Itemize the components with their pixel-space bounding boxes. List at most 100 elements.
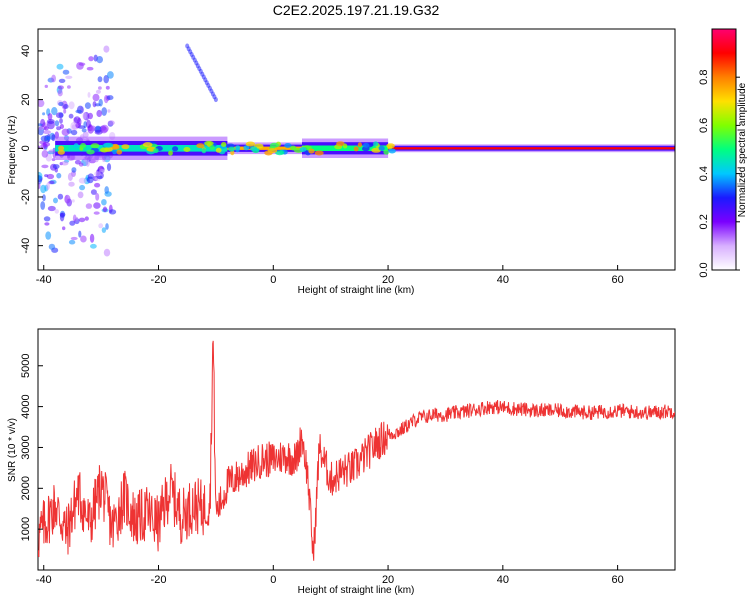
heatmap-cell bbox=[38, 123, 43, 127]
y-tick-label: -40 bbox=[20, 238, 32, 254]
heatmap-cell bbox=[68, 181, 75, 187]
heatmap-cell bbox=[54, 209, 59, 214]
heatmap-cell bbox=[40, 135, 48, 142]
heatmap-frame bbox=[37, 28, 676, 271]
heatmap-cell bbox=[58, 78, 66, 83]
heatmap-cell bbox=[84, 216, 89, 221]
colorbar-tick-label: 0.6 bbox=[698, 118, 710, 133]
heatmap-cell bbox=[40, 201, 46, 210]
heatmap-cell bbox=[67, 172, 73, 181]
heatmap-cell bbox=[59, 212, 66, 217]
heatmap-cell bbox=[275, 150, 285, 156]
heatmap-cell bbox=[78, 230, 82, 238]
heatmap-cell bbox=[41, 150, 49, 158]
heatmap-cell bbox=[108, 209, 117, 215]
heatmap-cell bbox=[245, 141, 256, 147]
heatmap-cell bbox=[45, 231, 52, 240]
heatmap-cell bbox=[299, 147, 307, 152]
heatmap-cell bbox=[76, 62, 84, 70]
heatmap-cell bbox=[85, 158, 90, 167]
heatmap-cell bbox=[378, 145, 385, 151]
heatmap-x-ticks: -40 -20 0 20 40 60 bbox=[36, 265, 624, 286]
heatmap-cell bbox=[72, 214, 77, 223]
heatmap-cell bbox=[56, 126, 62, 131]
heatmap-cell bbox=[97, 76, 103, 83]
heatmap-cell bbox=[373, 141, 379, 147]
heatmap-cell bbox=[213, 97, 218, 103]
snr-x-label: Height of straight line (km) bbox=[298, 585, 415, 596]
heatmap-cell bbox=[63, 108, 67, 114]
heatmap-cell bbox=[43, 126, 49, 131]
heatmap-cell bbox=[58, 101, 64, 107]
heatmap-x-label: Height of straight line (km) bbox=[298, 285, 415, 296]
y-tick-label: 0 bbox=[20, 145, 32, 151]
heatmap-cell bbox=[336, 141, 345, 147]
heatmap-cell bbox=[42, 194, 46, 202]
heatmap-cell bbox=[53, 197, 58, 204]
heatmap-cell bbox=[353, 146, 359, 152]
heatmap-cell bbox=[38, 182, 41, 190]
heatmap-cell bbox=[100, 124, 109, 133]
x-tick-label: -40 bbox=[36, 574, 52, 586]
heatmap-cell bbox=[57, 193, 64, 200]
y-tick-label: 5000 bbox=[20, 354, 32, 378]
x-tick-label: 40 bbox=[497, 574, 509, 586]
heatmap-cell bbox=[43, 216, 51, 222]
heatmap-cell bbox=[38, 126, 45, 130]
heatmap-cell bbox=[67, 85, 71, 89]
colorbar-tick-label: 0.2 bbox=[698, 214, 710, 229]
heatmap-cell bbox=[42, 112, 46, 116]
heatmap-cell bbox=[96, 56, 103, 64]
heatmap-cell bbox=[90, 189, 97, 195]
heatmap-cell bbox=[77, 191, 84, 199]
heatmap-cell bbox=[74, 159, 82, 165]
heatmap-cell bbox=[47, 205, 56, 212]
heatmap-cell bbox=[52, 164, 60, 169]
heatmap-cell bbox=[86, 66, 94, 71]
heatmap-cell bbox=[79, 184, 86, 191]
heatmap-cell bbox=[103, 45, 110, 53]
heatmap-cell bbox=[56, 63, 64, 70]
heatmap-cell bbox=[105, 223, 109, 230]
heatmap-cell bbox=[75, 216, 79, 221]
colorbar-label: Normalized spectral amplitude bbox=[737, 82, 748, 217]
heatmap-cell bbox=[87, 112, 94, 120]
heatmap-cell bbox=[96, 109, 102, 118]
heatmap-cell bbox=[168, 150, 173, 156]
heatmap-cell bbox=[371, 147, 382, 153]
heatmap-cell bbox=[70, 236, 78, 241]
x-tick-label: 60 bbox=[611, 574, 623, 586]
heatmap-cell bbox=[215, 147, 222, 153]
heatmap-cell bbox=[103, 248, 111, 257]
heatmap-cell bbox=[85, 203, 93, 209]
heatmap-panel: -40 -20 0 20 40 60 -40 -20 0 20 40 Height of stra… bbox=[7, 28, 676, 296]
heatmap-cell bbox=[250, 146, 258, 152]
heatmap-cell bbox=[41, 164, 49, 169]
heatmap-cell bbox=[47, 119, 55, 124]
heatmap-cell bbox=[51, 158, 56, 162]
heatmap-cell bbox=[107, 120, 115, 126]
heatmap-cell bbox=[58, 145, 65, 151]
heatmap-cell bbox=[65, 75, 73, 80]
heatmap-cell bbox=[357, 142, 362, 148]
heatmap-cell bbox=[105, 85, 110, 90]
x-tick-label: 0 bbox=[270, 574, 276, 586]
heatmap-cell bbox=[209, 145, 215, 150]
heatmap-band-core bbox=[388, 147, 675, 150]
snr-y-ticks: 1000 2000 3000 4000 5000 bbox=[20, 354, 43, 541]
heatmap-cell bbox=[47, 113, 53, 121]
heatmap-cell bbox=[342, 143, 348, 149]
heatmap-cell bbox=[94, 171, 101, 177]
heatmap-cell bbox=[44, 174, 49, 178]
snr-frame bbox=[37, 328, 676, 571]
heatmap-cell bbox=[71, 167, 77, 173]
heatmap-cell bbox=[290, 145, 297, 151]
heatmap-cell bbox=[48, 243, 56, 250]
heatmap-cell bbox=[269, 142, 279, 148]
heatmap-cell bbox=[48, 180, 55, 185]
heatmap-cell bbox=[64, 194, 71, 204]
heatmap-cell bbox=[77, 117, 82, 126]
heatmap-band-core bbox=[227, 146, 302, 150]
heatmap-cell bbox=[221, 142, 227, 147]
